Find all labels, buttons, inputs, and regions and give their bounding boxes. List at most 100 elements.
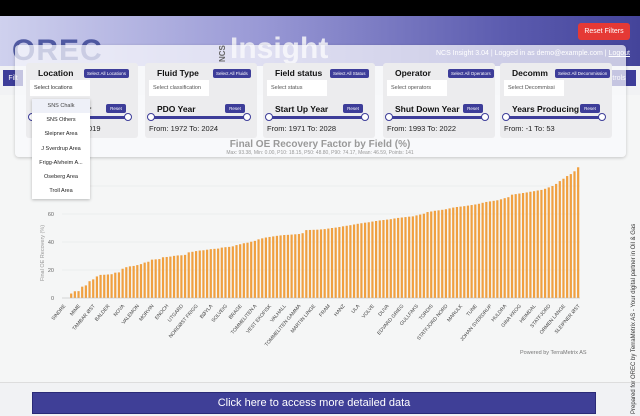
slider-handle-max[interactable]	[243, 113, 251, 121]
range-slider[interactable]	[385, 113, 489, 121]
bar	[503, 198, 506, 298]
bar	[455, 207, 459, 298]
bar	[496, 200, 499, 298]
bar	[444, 209, 448, 298]
bar	[183, 254, 187, 298]
filter-select-input[interactable]: Select Decommissi	[504, 80, 564, 96]
slider-handle-min[interactable]	[502, 113, 510, 121]
filter-card-2: Field status Select All Status Select st…	[263, 63, 375, 138]
x-tick-label: VOLVE	[361, 303, 377, 320]
filter-select-input[interactable]: Select locations	[30, 80, 90, 96]
location-option[interactable]: Sleipner Area	[44, 131, 78, 138]
range-reset-button[interactable]: Reset	[580, 104, 600, 113]
bar	[525, 192, 528, 298]
bar	[529, 191, 532, 298]
bar	[92, 279, 95, 298]
bar	[433, 210, 436, 298]
bar	[474, 204, 477, 298]
range-reset-button[interactable]: Reset	[463, 104, 483, 113]
slider-handle-max[interactable]	[481, 113, 489, 121]
slider-handle-min[interactable]	[147, 113, 155, 121]
bar	[224, 247, 227, 298]
bar	[99, 274, 102, 298]
select-all-button[interactable]: Select All Operators	[448, 69, 494, 78]
location-option[interactable]: SNS Others	[46, 117, 76, 124]
bar	[246, 242, 249, 298]
bar	[77, 291, 80, 298]
range-slider[interactable]	[265, 113, 369, 121]
slider-handle-min[interactable]	[385, 113, 393, 121]
range-reset-button[interactable]: Reset	[225, 104, 245, 113]
bar	[261, 238, 264, 298]
bar	[161, 257, 165, 298]
location-option[interactable]: Troll Area	[49, 188, 73, 195]
filter-select-input[interactable]: Select operators	[387, 80, 447, 96]
x-tick-label: MORVIN	[138, 303, 156, 322]
slider-handle-min[interactable]	[265, 113, 273, 121]
location-option[interactable]: SNS Chalk	[32, 99, 90, 114]
bar	[117, 272, 121, 298]
bar	[286, 234, 290, 298]
select-all-button[interactable]: Select All Fluids	[213, 69, 251, 78]
bar	[139, 264, 143, 298]
bar	[330, 228, 334, 298]
slider-handle-max[interactable]	[598, 113, 606, 121]
select-all-button[interactable]: Select All Status	[330, 69, 369, 78]
bar	[338, 227, 341, 298]
bar	[121, 268, 124, 298]
location-option[interactable]: Oseberg Area	[44, 173, 78, 180]
bar	[257, 239, 260, 298]
bar	[323, 229, 326, 298]
bar	[81, 286, 84, 298]
location-option[interactable]: Frigg-Alvheim A...	[39, 159, 83, 166]
detailed-data-button[interactable]: Click here to access more detailed data	[32, 392, 596, 414]
bar	[382, 220, 385, 298]
bar	[352, 224, 356, 298]
bar	[114, 272, 117, 298]
reset-filters-button[interactable]: Reset Filters	[578, 23, 630, 40]
select-all-button[interactable]: Select All Locations	[84, 69, 130, 78]
bar	[386, 219, 389, 298]
bar	[154, 259, 157, 298]
range-text: From: 1971 To: 2028	[267, 124, 337, 133]
range-slider[interactable]	[502, 113, 606, 121]
bar	[378, 220, 381, 298]
range-reset-button[interactable]: Reset	[343, 104, 363, 113]
select-all-button[interactable]: Select All Decommission	[555, 69, 611, 78]
bar	[555, 183, 558, 298]
bar	[235, 245, 238, 298]
bar	[217, 248, 220, 298]
bar	[463, 206, 466, 298]
filter-select-input[interactable]: Select status	[267, 80, 327, 96]
bar	[481, 202, 484, 298]
slider-handle-max[interactable]	[361, 113, 369, 121]
bar	[294, 234, 297, 298]
bar	[172, 255, 176, 298]
bar	[231, 246, 234, 298]
bar	[485, 201, 488, 298]
slider-handle-max[interactable]	[124, 113, 132, 121]
range-reset-button[interactable]: Reset	[106, 104, 126, 113]
range-title: Shut Down Year	[395, 104, 460, 114]
bar	[426, 212, 429, 298]
x-tick-label: SINDRE	[51, 303, 68, 322]
bar	[577, 167, 580, 298]
bar	[283, 235, 286, 298]
range-text: 019	[88, 124, 101, 133]
logout-link[interactable]: Logout	[608, 50, 630, 57]
bar	[543, 188, 547, 298]
x-tick-label: FRAM	[318, 303, 332, 318]
bar	[404, 217, 407, 298]
bar	[415, 215, 418, 298]
x-tick-label: SOLVEIG	[211, 303, 230, 323]
bar	[452, 207, 455, 298]
bar	[319, 229, 323, 298]
bar	[334, 227, 337, 298]
range-slider[interactable]	[147, 113, 251, 121]
bar	[239, 244, 242, 298]
location-option[interactable]: J Sverdrup Area	[41, 145, 81, 152]
bar	[272, 236, 275, 298]
bar	[349, 225, 352, 298]
bar	[73, 291, 76, 298]
filter-select-input[interactable]: Select classification	[149, 80, 209, 96]
